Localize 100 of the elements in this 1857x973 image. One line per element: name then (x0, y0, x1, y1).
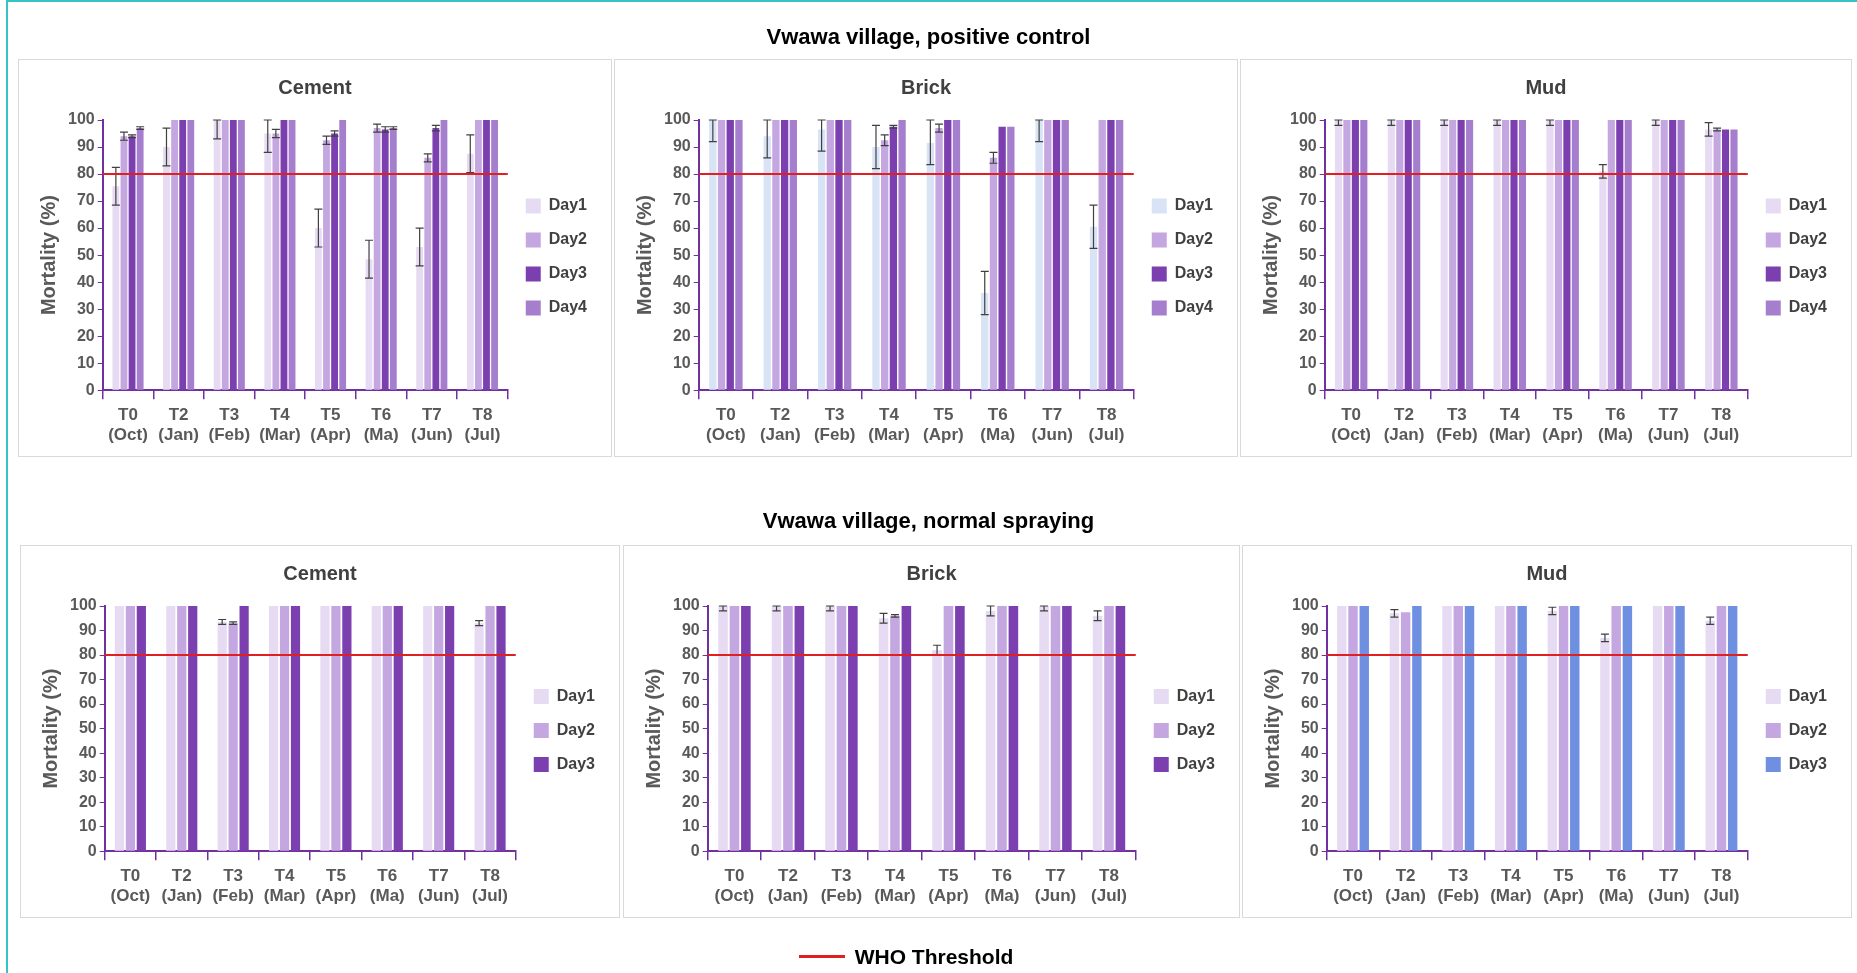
bar (238, 120, 245, 390)
y-tick-label: 100 (1291, 596, 1319, 614)
y-tick-label: 10 (681, 817, 700, 835)
legend-label: Day4 (1788, 298, 1828, 316)
bar (1493, 120, 1501, 390)
x-tick-label: T0 (Oct) (714, 866, 755, 906)
bar (981, 292, 989, 390)
legend-label: Day3 (1174, 264, 1214, 282)
bar (163, 147, 170, 390)
x-tick-label: T5 (Apr) (310, 405, 351, 445)
x-tick-label: T0 (Oct) (1331, 405, 1371, 445)
y-tick-label: 40 (76, 272, 95, 290)
bar (393, 606, 403, 851)
y-tick-label: 60 (681, 694, 700, 712)
x-tick-label: T6 (Ma) (363, 405, 399, 445)
bar (1404, 120, 1412, 390)
bar (898, 120, 906, 390)
bar (772, 120, 780, 390)
bar (1044, 120, 1052, 390)
bar (217, 621, 227, 851)
y-tick-label: 90 (672, 137, 691, 155)
bar (1396, 120, 1404, 390)
y-tick-label: 10 (1298, 353, 1317, 371)
y-tick-label: 60 (1300, 694, 1319, 712)
x-tick-label: T2 (Jan) (158, 405, 199, 445)
bar (342, 606, 352, 851)
bar (331, 133, 338, 390)
bar (1039, 606, 1049, 851)
y-tick-label: 30 (78, 768, 97, 786)
bar (1334, 120, 1342, 390)
y-axis-title: Mortality (%) (641, 668, 664, 789)
chart-title: Cement (283, 561, 358, 584)
y-tick-label: 10 (1300, 817, 1319, 835)
x-tick-label: T8 (Jul) (464, 405, 501, 445)
y-tick-label: 20 (681, 792, 700, 810)
bar (339, 120, 347, 390)
y-tick-label: 70 (672, 191, 691, 209)
bar (926, 142, 935, 390)
bar (1571, 120, 1579, 390)
y-tick-label: 0 (1307, 380, 1317, 398)
y-tick-label: 70 (76, 191, 95, 209)
x-tick-label: T3 (Feb) (1437, 866, 1480, 906)
bar (878, 618, 889, 851)
bar (485, 606, 495, 851)
y-tick-label: 60 (1298, 218, 1317, 236)
bar (474, 623, 484, 851)
y-tick-label: 70 (1300, 669, 1319, 687)
bar (1546, 120, 1554, 390)
x-tick-label: T8 (Jul) (1703, 866, 1740, 906)
y-tick-label: 10 (78, 817, 97, 835)
bar (1721, 129, 1730, 390)
y-tick-label: 90 (1300, 620, 1319, 638)
y-axis-title: Mortality (%) (36, 195, 59, 316)
bar (741, 606, 751, 851)
bar (125, 606, 135, 851)
bar (171, 120, 178, 390)
bar (1089, 226, 1098, 390)
y-tick-label: 20 (672, 326, 691, 344)
legend-label: WHO Threshold (854, 944, 1014, 969)
x-tick-label: T7 (Jun) (411, 405, 453, 445)
y-tick-label: 50 (1300, 719, 1319, 737)
y-tick-label: 0 (681, 380, 691, 398)
bar (709, 120, 717, 390)
bar (466, 153, 474, 390)
bar (1599, 171, 1607, 390)
bar (901, 606, 912, 851)
bar (717, 120, 726, 390)
bar (943, 606, 954, 851)
x-tick-label: T3 (Feb) (813, 405, 856, 445)
legend-label: Day1 (1176, 686, 1216, 704)
bar (789, 120, 797, 390)
y-tick-label: 20 (1298, 326, 1317, 344)
bar (844, 120, 852, 390)
bar (136, 606, 146, 851)
x-tick-label: T5 (Apr) (1543, 866, 1584, 906)
y-tick-label: 20 (78, 792, 97, 810)
bar (718, 606, 728, 851)
bar (872, 147, 880, 390)
x-tick-label: T8 (Jul) (1088, 405, 1125, 445)
bar (1351, 120, 1359, 390)
x-tick-label: T6 (Ma) (980, 405, 1016, 445)
x-tick-label: T2 (Jan) (767, 866, 809, 906)
y-axis-title: Mortality (%) (632, 195, 655, 316)
y-tick-label: 100 (672, 596, 700, 614)
y-tick-label: 20 (1300, 792, 1319, 810)
bar (726, 120, 734, 390)
legend-label: Day3 (1176, 754, 1216, 772)
bar (771, 606, 782, 851)
bar (1730, 129, 1738, 390)
bar (1061, 120, 1069, 390)
bar (935, 128, 943, 390)
x-tick-label: T4 (Mar) (1489, 405, 1531, 445)
y-tick-label: 80 (681, 645, 700, 663)
bar (889, 126, 898, 390)
bar (783, 606, 793, 851)
x-tick-label: T2 (Jan) (759, 405, 801, 445)
x-tick-label: T6 (Ma) (1598, 405, 1634, 445)
y-tick-label: 80 (78, 645, 97, 663)
x-tick-label: T0 (Oct) (1333, 866, 1373, 906)
y-tick-label: 90 (1298, 137, 1317, 155)
